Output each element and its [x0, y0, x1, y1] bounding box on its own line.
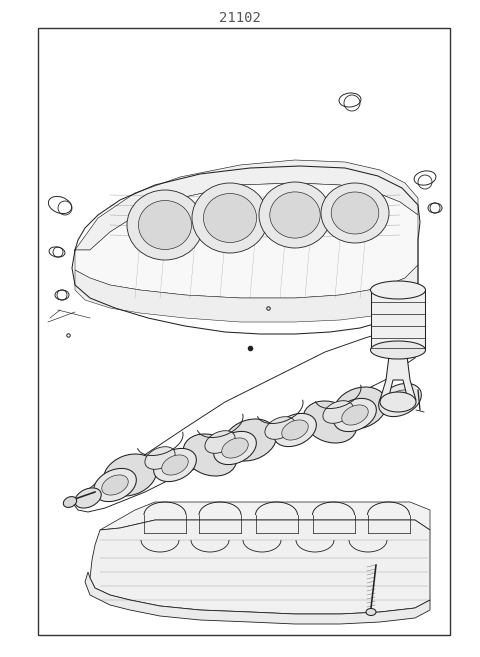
- Polygon shape: [85, 572, 430, 624]
- Ellipse shape: [274, 413, 316, 447]
- Ellipse shape: [342, 405, 368, 425]
- Polygon shape: [100, 502, 430, 530]
- Ellipse shape: [127, 190, 203, 260]
- Ellipse shape: [223, 419, 277, 461]
- Polygon shape: [75, 265, 418, 322]
- Ellipse shape: [380, 392, 416, 412]
- Ellipse shape: [321, 183, 389, 243]
- Ellipse shape: [371, 281, 425, 299]
- Ellipse shape: [323, 401, 353, 423]
- Ellipse shape: [94, 468, 136, 501]
- Ellipse shape: [282, 420, 308, 440]
- Ellipse shape: [331, 192, 379, 234]
- Ellipse shape: [205, 431, 235, 453]
- Ellipse shape: [204, 194, 257, 242]
- Ellipse shape: [214, 432, 256, 464]
- Ellipse shape: [333, 387, 387, 429]
- Text: 21102: 21102: [219, 11, 261, 25]
- Ellipse shape: [138, 200, 192, 250]
- Ellipse shape: [192, 183, 268, 253]
- Bar: [38, 28, 450, 635]
- Ellipse shape: [162, 455, 188, 475]
- Ellipse shape: [154, 449, 196, 482]
- Ellipse shape: [259, 182, 331, 248]
- Ellipse shape: [63, 497, 77, 507]
- Ellipse shape: [366, 608, 376, 616]
- Ellipse shape: [265, 417, 295, 440]
- Polygon shape: [75, 183, 418, 298]
- Ellipse shape: [270, 192, 320, 238]
- Ellipse shape: [102, 475, 128, 495]
- Ellipse shape: [183, 434, 237, 476]
- Polygon shape: [90, 520, 430, 614]
- Ellipse shape: [371, 341, 425, 359]
- Polygon shape: [75, 160, 418, 250]
- Ellipse shape: [387, 390, 413, 410]
- Ellipse shape: [145, 447, 175, 469]
- Ellipse shape: [379, 384, 421, 417]
- Ellipse shape: [303, 401, 357, 443]
- Ellipse shape: [334, 398, 376, 432]
- Polygon shape: [380, 348, 416, 400]
- Ellipse shape: [222, 438, 248, 458]
- Ellipse shape: [103, 454, 157, 496]
- Ellipse shape: [75, 488, 101, 508]
- Polygon shape: [371, 290, 425, 350]
